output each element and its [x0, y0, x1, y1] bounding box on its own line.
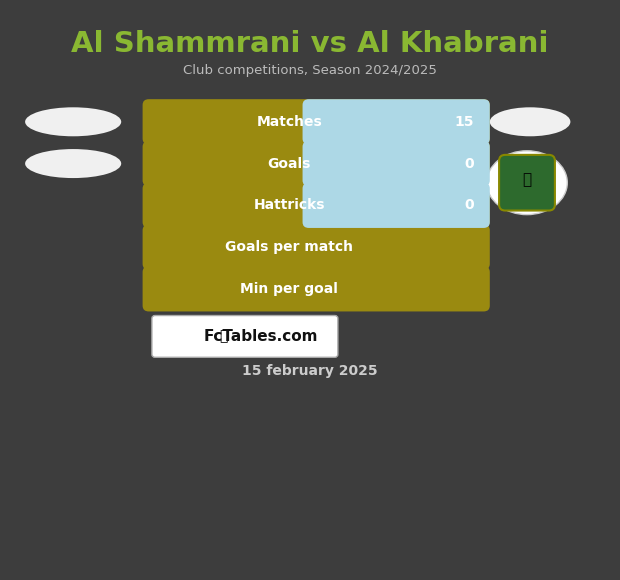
Ellipse shape [25, 149, 121, 178]
Text: 0: 0 [464, 198, 474, 212]
FancyBboxPatch shape [303, 99, 490, 144]
FancyBboxPatch shape [316, 188, 327, 222]
Text: Matches: Matches [257, 115, 322, 129]
Text: 15 february 2025: 15 february 2025 [242, 364, 378, 378]
Text: Min per goal: Min per goal [241, 282, 339, 296]
Text: Goals per match: Goals per match [226, 240, 353, 254]
FancyBboxPatch shape [499, 155, 555, 211]
FancyBboxPatch shape [143, 266, 490, 311]
FancyBboxPatch shape [143, 183, 490, 228]
Ellipse shape [487, 151, 567, 215]
Text: Hattricks: Hattricks [254, 198, 325, 212]
FancyBboxPatch shape [316, 147, 327, 180]
FancyBboxPatch shape [316, 105, 327, 139]
Text: Al Shammrani vs Al Khabrani: Al Shammrani vs Al Khabrani [71, 30, 549, 57]
Text: 0: 0 [464, 157, 474, 171]
FancyBboxPatch shape [303, 141, 490, 186]
Text: Club competitions, Season 2024/2025: Club competitions, Season 2024/2025 [183, 64, 437, 77]
Text: 15: 15 [454, 115, 474, 129]
Text: 🦅: 🦅 [523, 172, 531, 187]
FancyBboxPatch shape [143, 141, 490, 186]
Text: 📊: 📊 [219, 329, 228, 343]
Text: Goals: Goals [268, 157, 311, 171]
FancyBboxPatch shape [143, 224, 490, 270]
FancyBboxPatch shape [143, 99, 490, 144]
Ellipse shape [25, 107, 121, 136]
FancyBboxPatch shape [152, 316, 338, 357]
Text: FcTables.com: FcTables.com [203, 329, 317, 344]
Ellipse shape [490, 107, 570, 136]
FancyBboxPatch shape [303, 183, 490, 228]
